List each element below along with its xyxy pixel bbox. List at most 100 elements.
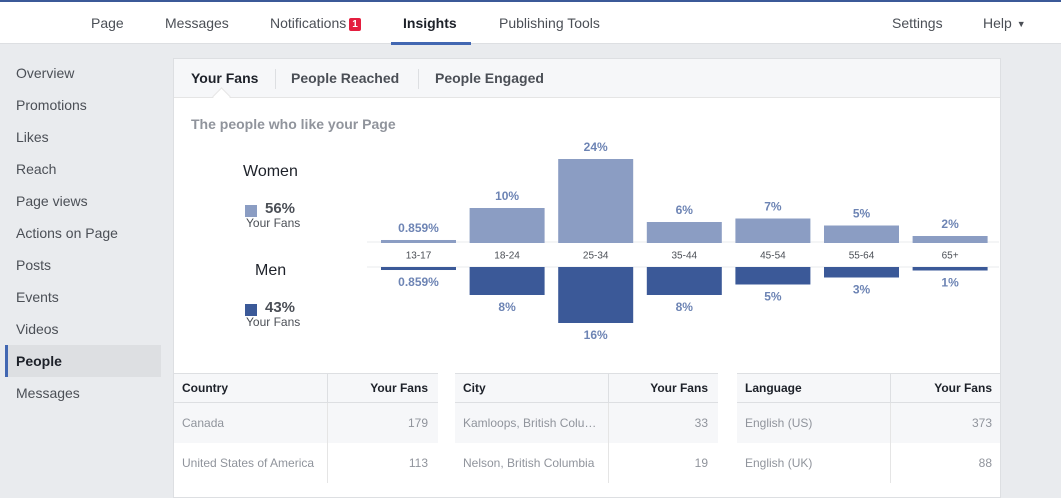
table-header: Country Your Fans [174,373,438,403]
nav-help-label: Help [983,15,1012,31]
column-header-your-fans[interactable]: Your Fans [650,381,708,395]
column-divider [608,403,609,443]
table-header: Language Your Fans [737,373,1000,403]
sidebar-item-events[interactable]: Events [16,289,59,305]
legend-men-title: Men [255,262,287,279]
city-name: Kamloops, British Colu… [463,416,597,430]
sidebar-item-reach[interactable]: Reach [16,161,57,177]
bar-label-women-13-17: 0.859% [398,221,439,235]
column-divider [327,403,328,443]
sidebar-item-posts[interactable]: Posts [16,257,52,273]
legend-men-pct: 43% [265,299,296,316]
bar-women-25-34 [558,159,634,243]
column-header-language[interactable]: Language [745,381,802,395]
nav-page[interactable]: Page [91,15,124,31]
chevron-down-icon: ▼ [1016,19,1026,29]
column-divider [327,443,328,483]
tab-divider [418,69,419,89]
bar-label-men-13-17: 0.859% [398,275,439,289]
column-divider [890,403,891,443]
sidebar-item-actions-on-page[interactable]: Actions on Page [16,225,118,241]
bar-men-55-64 [824,267,899,278]
bar-label-men-65+: 1% [941,276,959,290]
country-name: Canada [182,416,225,430]
language-name: English (UK) [745,456,813,470]
column-header-your-fans[interactable]: Your Fans [370,381,428,395]
sidebar-item-promotions[interactable]: Promotions [16,97,87,113]
fan-count: 33 [694,416,708,430]
age-tick-label-45-54: 45-54 [760,251,786,262]
bar-label-men-35-44: 8% [676,300,694,314]
people-tabs: Your Fans People Reached People Engaged [174,59,1000,106]
bar-men-65+ [912,267,988,271]
column-header-city[interactable]: City [463,381,486,395]
legend-men-swatch [245,304,257,316]
legend-women-title: Women [243,163,298,180]
bar-men-45-54 [735,267,811,285]
sidebar-item-messages[interactable]: Messages [16,385,80,401]
active-tab-underline [391,42,471,45]
fan-count: 373 [971,416,992,430]
tab-people-reached[interactable]: People Reached [291,70,400,86]
fan-count: 88 [978,456,992,470]
table-row: English (UK) 88 [737,443,1000,483]
nav-insights[interactable]: Insights [403,15,457,31]
section-title: The people who like your Page [191,116,396,132]
column-divider [890,374,891,402]
tab-people-engaged[interactable]: People Engaged [435,70,544,86]
bar-label-men-55-64: 3% [853,283,871,297]
column-divider [608,374,609,402]
sidebar-item-overview[interactable]: Overview [16,65,75,81]
age-tick-label-35-44: 35-44 [672,251,698,262]
country-name: United States of America [182,456,315,470]
column-divider [608,443,609,483]
insights-panel: Your Fans People Reached People Engaged … [173,58,1001,498]
fan-count: 179 [407,416,428,430]
city-name: Nelson, British Columbia [463,456,595,470]
nav-messages[interactable]: Messages [165,15,229,31]
bar-men-13-17 [381,267,456,271]
nav-notifications[interactable]: Notifications 1 [270,2,361,44]
legend-women-sub: Your Fans [246,216,301,230]
bar-women-45-54 [735,218,811,243]
column-header-country[interactable]: Country [182,381,228,395]
sidebar-item-likes[interactable]: Likes [16,129,49,145]
bar-men-18-24 [469,267,545,295]
age-gender-chart: 0.859% 0.859% 13-17 10% 8% 18-24 24% 16% 25-34 6%… [367,140,999,342]
table-row: United States of America 113 [174,443,438,483]
sidebar-item-page-views[interactable]: Page views [16,193,88,209]
bar-label-women-18-24: 10% [495,189,519,203]
sidebar-item-people[interactable]: People [5,345,161,377]
bar-label-men-25-34: 16% [584,328,608,342]
legend-men-sub: Your Fans [246,315,301,329]
nav-publishing-tools[interactable]: Publishing Tools [499,15,600,31]
tab-divider [275,69,276,89]
bar-women-18-24 [469,208,545,243]
tab-your-fans[interactable]: Your Fans [191,70,259,86]
age-tick-label-18-24: 18-24 [494,251,520,262]
column-divider [327,374,328,402]
table-row: Nelson, British Columbia 19 [455,443,718,483]
nav-settings[interactable]: Settings [892,15,943,31]
nav-help[interactable]: Help ▼ [983,2,1026,44]
fan-count: 113 [408,456,428,470]
table-row: Kamloops, British Colu… 33 [455,403,718,443]
fan-count: 19 [694,456,708,470]
column-header-your-fans[interactable]: Your Fans [934,381,992,395]
age-band-strip [367,242,999,267]
nav-notifications-label: Notifications [270,15,347,31]
table-row: Canada 179 [174,403,438,443]
bar-women-35-44 [646,222,722,243]
bar-label-women-45-54: 7% [764,200,782,214]
age-tick-label-13-17: 13-17 [406,251,432,262]
bar-label-women-25-34: 24% [584,140,608,154]
age-tick-label-55-64: 55-64 [849,251,875,262]
bar-men-35-44 [646,267,722,295]
table-row: English (US) 373 [737,403,1000,443]
bar-women-13-17 [381,239,456,243]
bar-label-women-65+: 2% [941,217,959,231]
legend-women-pct: 56% [265,200,296,217]
bar-women-55-64 [824,225,899,243]
age-tick-label-65+: 65+ [942,251,959,262]
sidebar-item-videos[interactable]: Videos [16,321,59,337]
